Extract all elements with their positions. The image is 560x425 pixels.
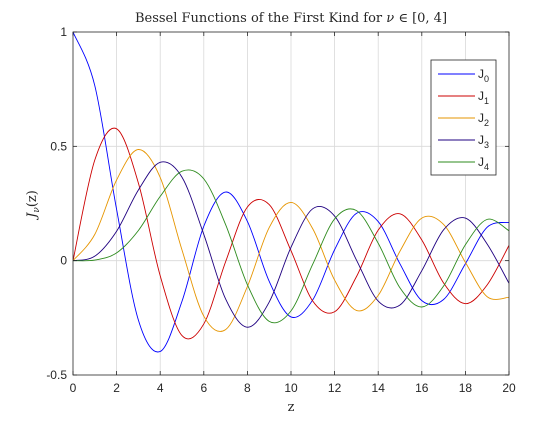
x-tick-label: 8	[244, 381, 251, 395]
x-tick-label: 6	[200, 381, 207, 395]
y-axis-label: Jν(z)	[25, 190, 42, 221]
y-label-base: J	[25, 212, 40, 221]
x-tick-label: 2	[113, 381, 120, 395]
legend-label-j2: J2	[478, 111, 489, 128]
x-tick-label: 4	[157, 381, 164, 395]
legend-label-j0: J0	[478, 67, 489, 84]
legend-label-j3: J3	[478, 133, 489, 150]
y-tick-labels: -0.5 0 0.5 1	[46, 25, 67, 382]
series-line-j1	[73, 127, 509, 340]
legend-label-j4: J4	[478, 155, 489, 172]
series-line-j3	[73, 161, 509, 328]
title-in: ∈	[394, 11, 412, 26]
title-interval: [0, 4]	[412, 11, 447, 26]
series-line-j2	[73, 149, 509, 332]
legend: J0 J1 J2 J3 J4	[430, 59, 497, 176]
series-line-j4	[73, 169, 509, 324]
x-tick-label: 12	[328, 381, 342, 395]
y-tick-label: 1	[60, 25, 67, 39]
y-tick-label: 0	[60, 254, 67, 268]
legend-label-j1: J1	[478, 89, 489, 106]
x-tick-label: 10	[284, 381, 298, 395]
y-label-sub: ν	[32, 207, 42, 213]
chart-title: Bessel Functions of the First Kind for ν…	[135, 11, 447, 26]
x-axis-label: z	[288, 400, 295, 415]
y-tick-label: -0.5	[46, 368, 67, 382]
legend-box	[430, 59, 497, 176]
y-label-arg: (z)	[25, 190, 40, 207]
legend-items: J0 J1 J2 J3 J4	[438, 67, 489, 172]
x-tick-label: 14	[372, 381, 386, 395]
x-tick-label: 16	[415, 381, 429, 395]
x-tick-labels: 0 2 4 6 8 10 12 14 16 18 20	[70, 381, 516, 395]
series-layer	[73, 32, 509, 353]
series-line-j0	[73, 32, 509, 353]
x-tick-label: 0	[70, 381, 77, 395]
x-tick-label: 18	[459, 381, 473, 395]
ticks	[72, 31, 510, 376]
title-nu: ν	[386, 11, 394, 26]
x-tick-label: 20	[502, 381, 516, 395]
title-prefix: Bessel Functions of the First Kind for	[135, 11, 386, 26]
y-tick-label: 0.5	[50, 139, 67, 153]
